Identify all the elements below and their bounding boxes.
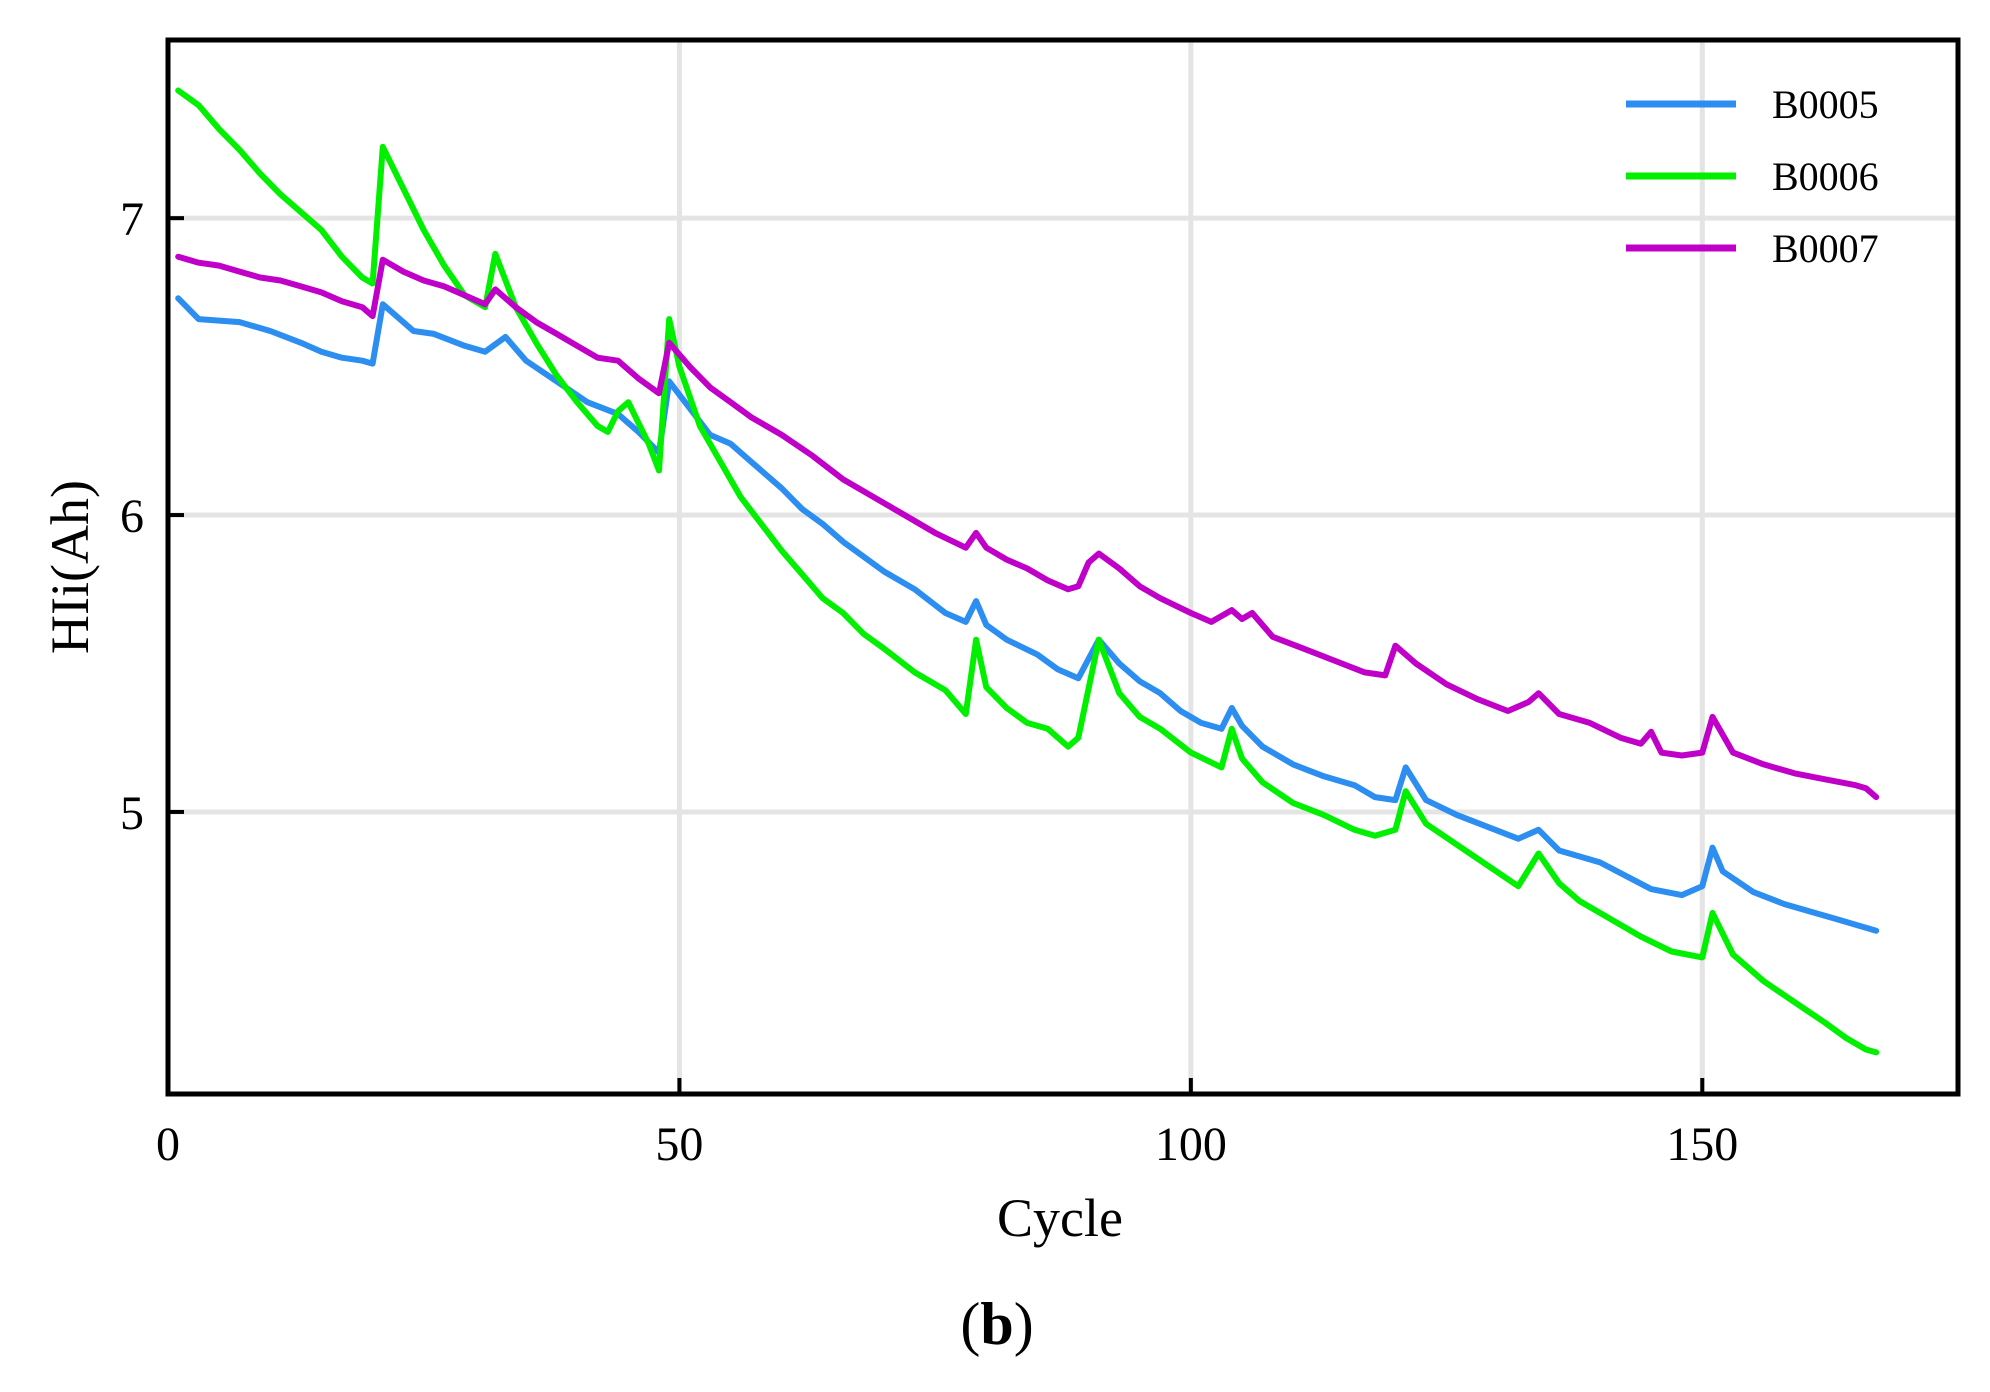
y-axis-title: HIi(Ah) bbox=[40, 480, 100, 654]
legend: B0005 B0006 B0007 bbox=[1626, 82, 1879, 271]
y-tick-label-2: 7 bbox=[120, 193, 144, 246]
series-layer bbox=[175, 87, 1880, 1056]
ticks: 0 50 100 150 5 6 7 bbox=[120, 193, 1738, 1171]
series-line-b0005 bbox=[175, 295, 1880, 934]
x-tick-label-2: 100 bbox=[1155, 1118, 1227, 1171]
x-tick-label-0: 0 bbox=[156, 1118, 180, 1171]
plot-frame bbox=[165, 37, 1961, 1097]
subfigure-label-close: ) bbox=[1014, 1291, 1034, 1357]
x-axis-title: Cycle bbox=[997, 1188, 1123, 1248]
y-tick-label-1: 6 bbox=[120, 490, 144, 543]
legend-label-b0006: B0006 bbox=[1772, 154, 1879, 199]
legend-label-b0005: B0005 bbox=[1772, 82, 1879, 127]
legend-label-b0007: B0007 bbox=[1772, 226, 1879, 271]
subfigure-label-letter: b bbox=[980, 1291, 1013, 1357]
x-tick-label-1: 50 bbox=[655, 1118, 703, 1171]
y-tick-label-0: 5 bbox=[120, 787, 144, 840]
series-line-b0007 bbox=[175, 253, 1880, 801]
subfigure-label: (b) bbox=[960, 1291, 1033, 1357]
x-tick-label-3: 150 bbox=[1666, 1118, 1738, 1171]
subfigure-label-open: ( bbox=[960, 1291, 980, 1357]
series-line-b0006 bbox=[175, 87, 1880, 1056]
